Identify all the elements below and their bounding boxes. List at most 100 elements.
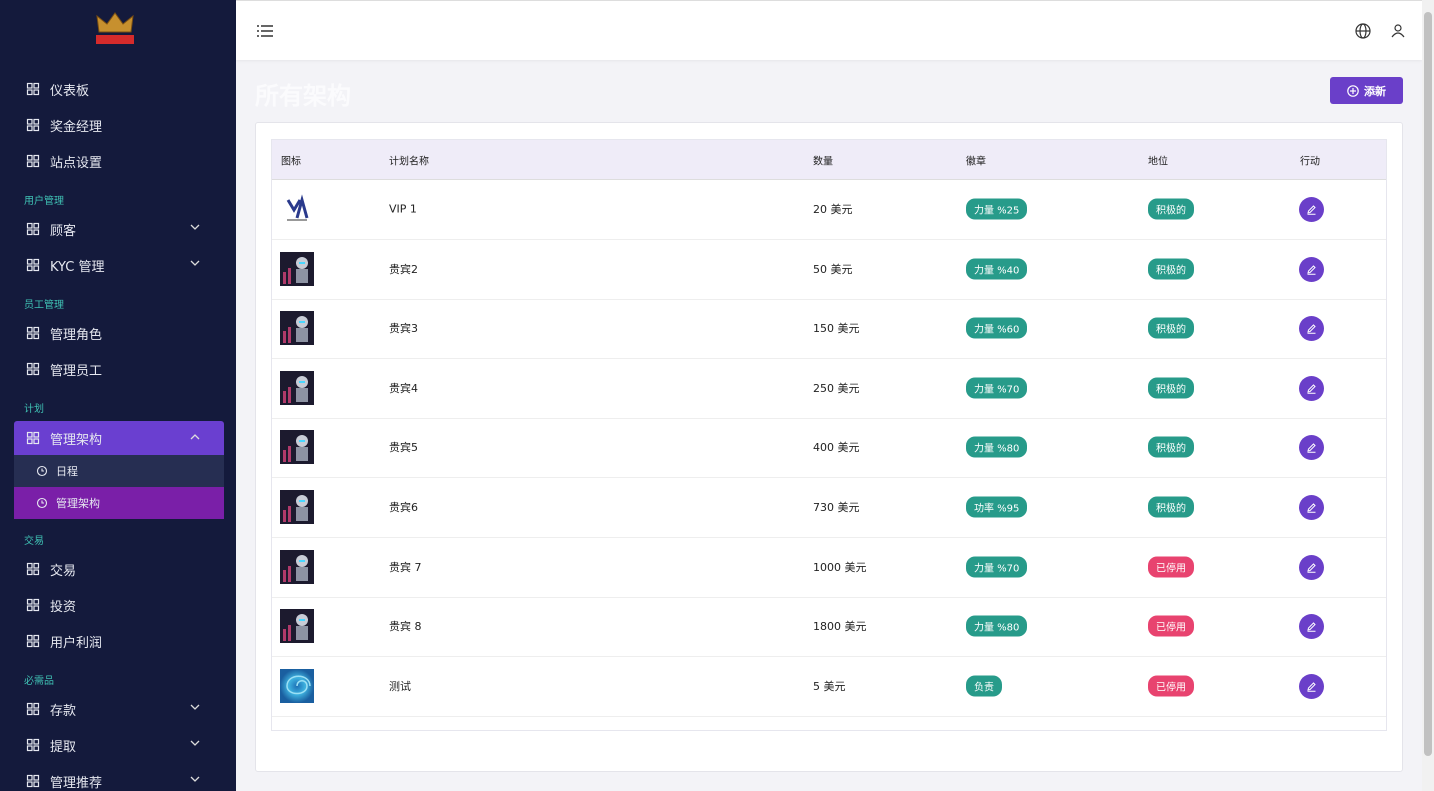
menu-section: 员工管理 xyxy=(24,300,64,311)
menu-item[interactable]: 用户利润 xyxy=(0,623,224,659)
column-header: 徽章 xyxy=(966,156,986,168)
menu-label: 管理角色 xyxy=(50,327,103,343)
column-header: 图标 xyxy=(281,156,301,168)
edit-button[interactable] xyxy=(1299,554,1324,580)
logo[interactable] xyxy=(94,10,136,46)
edit-button[interactable] xyxy=(1299,197,1324,222)
menu-item[interactable]: 管理架构 xyxy=(14,421,224,455)
menu-item[interactable]: 管理员工 xyxy=(0,351,224,387)
plan-name: 贵宾3 xyxy=(389,322,418,336)
table-header: 图标 计划名称 数量 徽章 地位 行动 xyxy=(272,140,1386,180)
menu-label: 交易 xyxy=(50,563,77,579)
edit-button[interactable] xyxy=(1299,316,1324,342)
plan-icon xyxy=(280,490,314,524)
badge: 功率 %95 xyxy=(966,496,1028,518)
status: 积极的 xyxy=(1148,317,1194,339)
add-label: 添新 xyxy=(1364,84,1386,98)
menu-item[interactable]: 交易 xyxy=(0,551,224,587)
edit-button[interactable] xyxy=(1299,673,1324,699)
plan-amount: 1000 美元 xyxy=(813,560,867,574)
menu-toggle[interactable] xyxy=(257,24,275,38)
plan-icon xyxy=(280,192,314,226)
menu-section: 用户管理 xyxy=(24,196,64,207)
submenu-item[interactable]: 日程 xyxy=(14,455,224,487)
plan-amount: 150 美元 xyxy=(813,322,860,336)
badge: 力量 %70 xyxy=(966,556,1028,578)
user-icon[interactable] xyxy=(1391,24,1405,38)
status: 积极的 xyxy=(1148,436,1194,458)
plan-name: 贵宾6 xyxy=(389,501,418,514)
submenu-label: 日程 xyxy=(56,465,78,478)
plan-amount: 250 美元 xyxy=(813,381,860,395)
menu-item[interactable]: 仪表板 xyxy=(0,71,224,107)
plan-amount: 5 美元 xyxy=(813,679,846,693)
menu-item[interactable]: 管理推荐 xyxy=(0,763,224,791)
plan-icon xyxy=(280,668,314,703)
sidebar: 仪表板奖金经理站点设置用户管理顾客 KYC 管理员工管理管理角色管理员工计划管理架… xyxy=(0,0,236,791)
plan-icon xyxy=(280,370,314,405)
column-header: 地位 xyxy=(1148,156,1168,168)
menu-item[interactable]: KYC 管理 xyxy=(0,247,224,283)
menu-item[interactable]: 奖金经理 xyxy=(0,107,224,143)
table-row: 贵宾2 50 美元 力量 %40 积极的 xyxy=(272,240,1386,300)
menu-label: 站点设置 xyxy=(50,155,103,171)
plan-name: 贵宾2 xyxy=(389,262,418,276)
menu-section: 必需品 xyxy=(24,676,54,687)
plan-name: 贵宾 7 xyxy=(389,560,422,574)
table-row: 贵宾6 730 美元 功率 %95 积极的 xyxy=(272,478,1386,538)
badge: 力量 %70 xyxy=(966,377,1028,399)
table-row: 贵宾3 150 美元 力量 %60 积极的 xyxy=(272,299,1386,360)
status: 积极的 xyxy=(1148,377,1194,399)
table-row: 贵宾 8 1800 美元 力量 %80 已停用 xyxy=(272,597,1386,658)
plan-name: 贵宾4 xyxy=(389,381,418,395)
plan-name: 贵宾 8 xyxy=(389,620,422,634)
menu-label: 投资 xyxy=(50,599,77,615)
table-row: 贵宾 7 1000 美元 力量 %70 已停用 xyxy=(272,538,1386,598)
menu-label: 管理推荐 xyxy=(50,775,103,791)
scroll-thumb[interactable] xyxy=(1424,12,1432,756)
status: 积极的 xyxy=(1148,496,1194,518)
menu-item[interactable]: 存款 xyxy=(0,691,224,727)
edit-button[interactable] xyxy=(1299,435,1324,461)
menu-item[interactable]: 顾客 xyxy=(0,211,224,247)
menu-item[interactable]: 提取 xyxy=(0,727,224,763)
menu-item[interactable]: 管理角色 xyxy=(0,315,224,351)
plan-icon xyxy=(280,430,314,465)
plan-amount: 20 美元 xyxy=(813,203,853,216)
plan-name: 贵宾5 xyxy=(389,441,418,455)
menu-item[interactable]: 站点设置 xyxy=(0,143,224,179)
menu-section: 交易 xyxy=(24,536,44,547)
menu-section: 计划 xyxy=(24,404,44,415)
edit-button[interactable] xyxy=(1299,256,1324,282)
badge: 力量 %60 xyxy=(966,317,1028,339)
menu-label: 仪表板 xyxy=(50,83,90,99)
submenu: 日程管理架构 xyxy=(14,455,224,519)
add-button[interactable]: 添新 xyxy=(1330,77,1403,104)
badge: 力量 %40 xyxy=(966,258,1028,280)
language-icon[interactable] xyxy=(1355,23,1371,39)
submenu-item[interactable]: 管理架构 xyxy=(14,487,224,519)
badge: 力量 %25 xyxy=(966,198,1028,220)
page-title: 所有架构 xyxy=(255,82,351,110)
edit-button[interactable] xyxy=(1299,375,1324,401)
table: 图标 计划名称 数量 徽章 地位 行动 VIP 1 20 美元 力量 %25 积极的 贵宾2 50 美… xyxy=(271,139,1387,731)
menu-label: KYC 管理 xyxy=(50,259,105,275)
card xyxy=(255,122,1403,772)
plan-icon xyxy=(280,251,314,286)
column-header: 数量 xyxy=(813,156,833,168)
column-header: 计划名称 xyxy=(389,156,429,168)
menu-label: 奖金经理 xyxy=(50,119,103,135)
menu-label: 管理架构 xyxy=(50,432,103,448)
scrollbar[interactable] xyxy=(1422,0,1434,791)
edit-button[interactable] xyxy=(1299,614,1324,640)
edit-button[interactable] xyxy=(1299,495,1324,520)
menu-label: 存款 xyxy=(50,703,77,719)
topbar xyxy=(236,0,1422,60)
plan-icon xyxy=(280,609,314,644)
badge: 力量 %80 xyxy=(966,615,1028,637)
table-row: 贵宾4 250 美元 力量 %70 积极的 xyxy=(272,359,1386,419)
status: 积极的 xyxy=(1148,198,1194,220)
plan-amount: 400 美元 xyxy=(813,441,860,455)
status: 已停用 xyxy=(1148,556,1194,578)
menu-item[interactable]: 投资 xyxy=(0,587,224,623)
